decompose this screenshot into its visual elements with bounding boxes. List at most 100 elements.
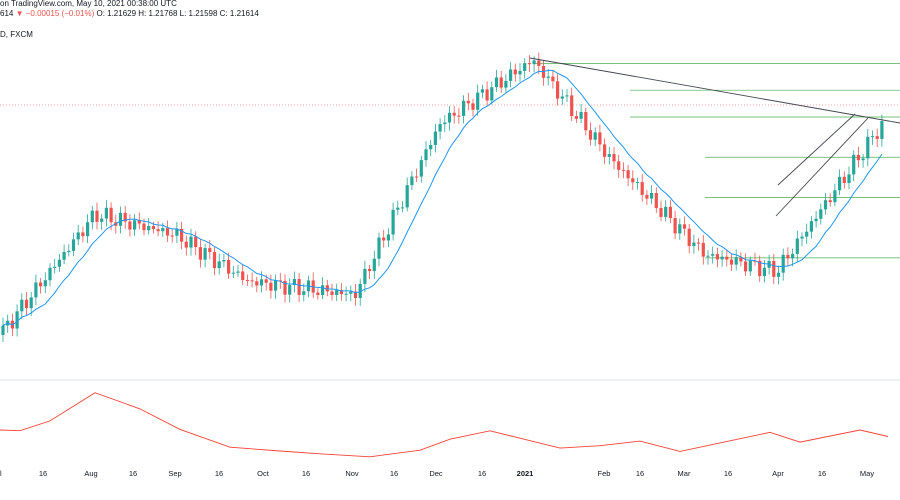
candle: [715, 247, 719, 268]
candle: [687, 223, 691, 254]
candle: [1, 317, 5, 342]
descending-trendline: [529, 57, 900, 124]
candle: [476, 84, 480, 116]
candle: [682, 216, 687, 236]
candle: [673, 210, 677, 240]
candle: [565, 89, 569, 103]
candle: [405, 177, 409, 212]
moving-average-line: [2, 69, 883, 326]
candle: [504, 74, 508, 94]
candle: [551, 70, 555, 89]
candle: [527, 55, 531, 73]
fib-levels: [533, 63, 900, 259]
candle: [692, 234, 696, 254]
candle: [184, 235, 188, 256]
candle: [753, 252, 757, 266]
candle: [288, 278, 292, 303]
candle: [795, 230, 799, 262]
candle: [100, 214, 104, 230]
candle: [382, 229, 386, 248]
candle: [847, 166, 851, 190]
candle: [165, 220, 170, 242]
header-line-1: on TradingView.com, May 10, 2021 00:38:0…: [0, 0, 177, 8]
x-tick-label: 16: [478, 469, 486, 478]
x-tick-label: Mar: [678, 469, 691, 478]
candle: [433, 123, 437, 153]
x-tick-label: 16: [818, 469, 826, 478]
candle: [349, 285, 353, 302]
candle: [86, 214, 90, 244]
candle: [659, 200, 663, 222]
candle: [875, 128, 879, 147]
candle: [776, 265, 781, 285]
candle: [81, 226, 85, 243]
candle: [429, 140, 433, 157]
candle: [377, 232, 381, 267]
x-tick-label: 2021: [517, 469, 534, 478]
x-tick-label: May: [860, 469, 874, 478]
candle: [245, 274, 249, 286]
candle: [194, 231, 198, 256]
candle: [109, 202, 113, 231]
candle: [537, 52, 541, 74]
symbol-label: D, FXCM: [0, 30, 33, 39]
candle: [838, 169, 842, 196]
candle: [415, 168, 419, 182]
candle: [255, 276, 259, 293]
x-tick-label: Oct: [257, 469, 270, 478]
candle: [819, 203, 823, 225]
candle: [438, 118, 442, 140]
candle: [358, 278, 362, 306]
candle: [640, 174, 644, 202]
candle: [95, 202, 99, 230]
candle: [198, 239, 202, 268]
candle: [471, 98, 475, 117]
candle: [556, 74, 560, 106]
candle: [217, 253, 221, 275]
candle: [316, 288, 320, 300]
candle: [325, 279, 329, 297]
candle: [71, 232, 76, 256]
candle: [560, 89, 564, 105]
candle: [15, 304, 19, 337]
candle: [579, 103, 583, 124]
candle: [490, 81, 494, 105]
candle: [781, 248, 785, 281]
candle: [156, 221, 160, 237]
channel-upper-line: [777, 113, 856, 186]
candle: [20, 293, 24, 320]
candle: [29, 291, 33, 317]
candle: [635, 177, 640, 190]
candle: [861, 153, 865, 168]
candle: [231, 265, 235, 279]
x-tick-label: 16: [39, 469, 47, 478]
candle: [62, 244, 66, 265]
candle: [645, 190, 649, 205]
candle: [400, 201, 405, 213]
candle: [443, 115, 447, 133]
candle: [133, 214, 137, 236]
candle: [391, 202, 395, 241]
candle: [748, 256, 752, 276]
candle: [250, 272, 254, 288]
candle: [222, 254, 226, 268]
candle: [518, 63, 522, 82]
candle: [462, 95, 466, 124]
candle: [203, 243, 207, 268]
x-axis: l 16 Aug 16 Sep 16 Oct 16 Nov 16 Dec 16 2021 Feb 16 Mar…: [0, 469, 874, 478]
candle: [706, 250, 710, 265]
candle: [419, 155, 423, 183]
candle: [617, 154, 621, 178]
candle: [654, 187, 658, 214]
candle: [335, 283, 339, 302]
candle: [603, 138, 607, 165]
candle: [758, 255, 762, 282]
candle: [410, 171, 414, 190]
oscillator-line: [0, 392, 889, 458]
x-tick-label: Aug: [84, 469, 97, 478]
candle: [598, 124, 602, 152]
candle: [631, 170, 635, 191]
candle: [485, 81, 489, 106]
candle: [541, 60, 546, 86]
